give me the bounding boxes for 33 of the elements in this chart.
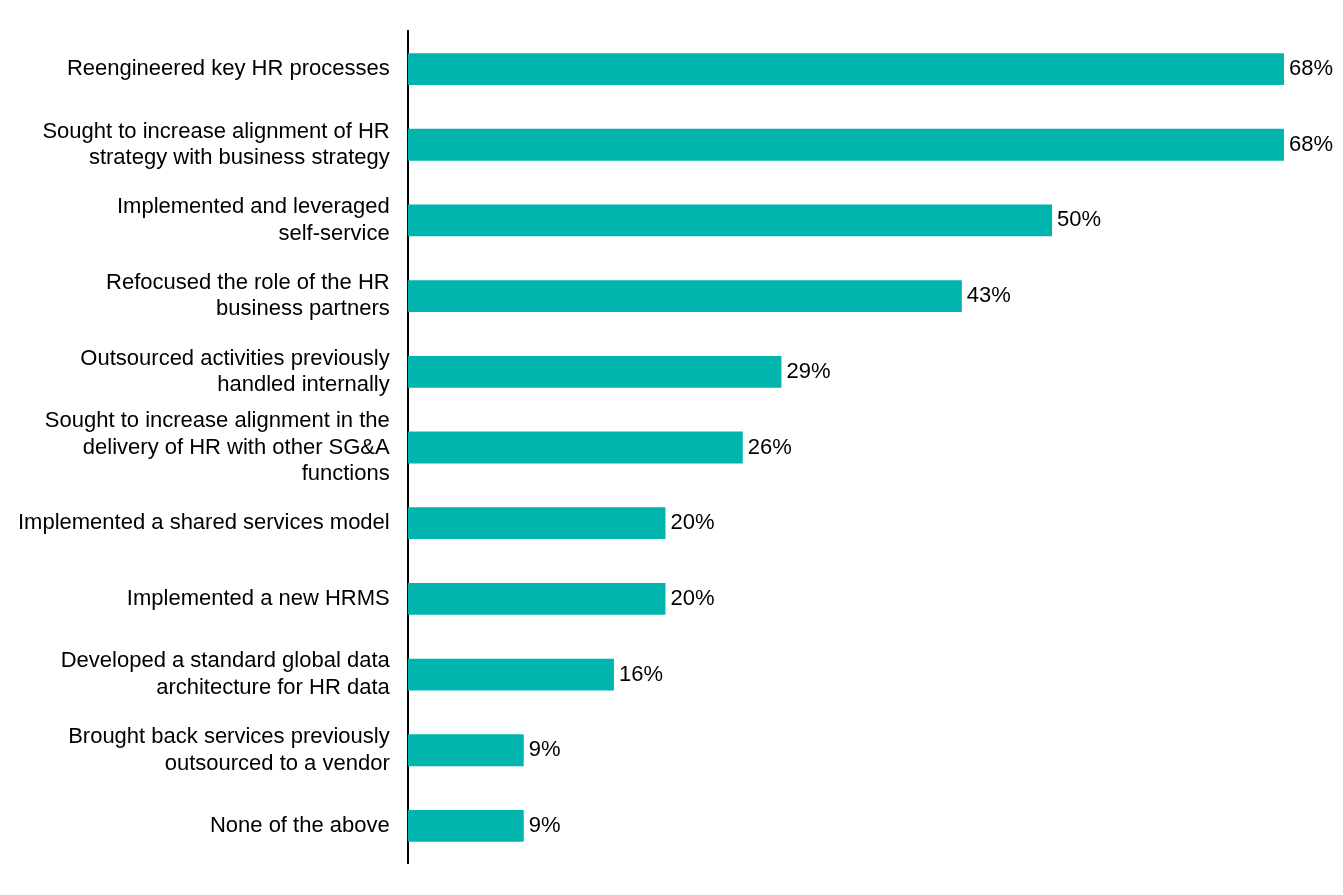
y-tick-label: Brought back services previously outsourced to a vendor [68,723,390,775]
data-label: 29% [786,357,831,383]
y-tick-label: Implemented a new HRMS [126,584,390,610]
bar [407,128,1284,161]
y-tick-label: Reengineered key HR processes [66,55,390,81]
data-label: 68% [1289,130,1334,156]
bar [407,810,524,842]
bar [407,280,962,313]
bar [407,734,524,767]
bar [407,355,782,388]
bar [407,53,1284,85]
y-tick-label: Implemented and leveraged self-service [117,193,390,245]
data-label: 16% [618,660,663,686]
y-tick-label: Outsourced activities previously handled internally [80,344,390,397]
y-tick-label: Sought to increase alignment of HR strategy with business strategy [42,117,390,169]
bar [407,507,666,540]
y-tick-label: Refocused the role of the HR business partners [106,268,390,321]
data-label: 26% [747,433,792,459]
data-label: 9% [528,812,561,838]
data-label: 43% [966,282,1011,308]
bar [407,582,666,615]
data-label: 68% [1289,55,1334,81]
bar [407,658,614,691]
y-tick-label: Sought to increase alignment in the delivery of HR with other SG&A functions [44,407,391,485]
data-label: 50% [1057,206,1102,232]
data-label: 20% [670,584,715,610]
data-label: 9% [528,736,561,762]
y-tick-label: Developed a standard global data architecture for HR data [60,647,391,699]
y-tick-label: Implemented a shared services model [18,509,390,535]
bar [407,204,1053,237]
y-tick-label: None of the above [209,812,390,838]
data-label: 20% [670,509,715,535]
bar [407,431,743,464]
